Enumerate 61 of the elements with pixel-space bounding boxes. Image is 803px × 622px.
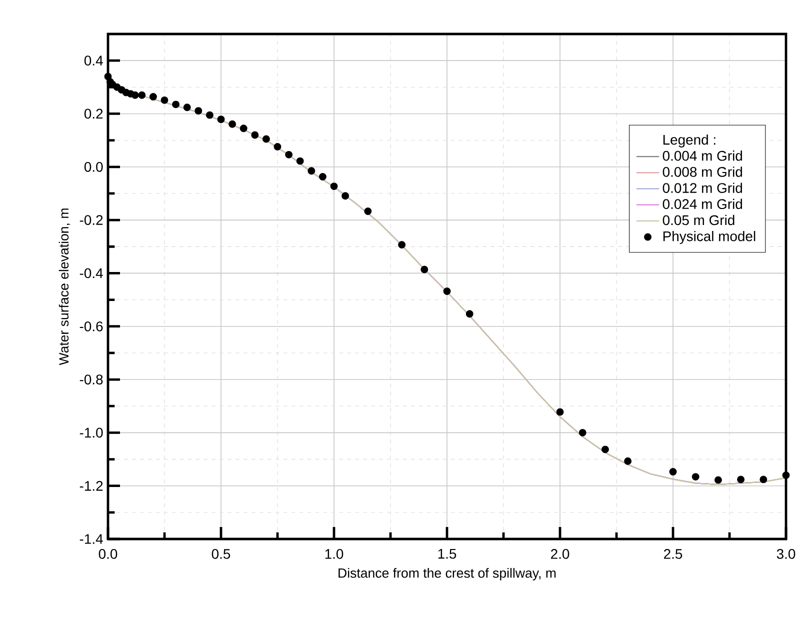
point (330, 182, 338, 190)
point (251, 131, 259, 139)
y-tick-label: -0.4 (80, 268, 103, 278)
point (240, 124, 248, 132)
point (274, 142, 282, 150)
point (194, 107, 202, 115)
point (737, 476, 745, 484)
x-tick-label: 3.0 (776, 549, 796, 559)
y-tick-label: 0.2 (84, 108, 103, 119)
legend-label: 0.05 m Grid (662, 214, 734, 226)
point (138, 91, 146, 99)
y-tick-label: 0.0 (84, 162, 103, 172)
point (714, 476, 722, 484)
legend-title: Legend : (663, 134, 716, 148)
point (692, 473, 700, 481)
point (318, 173, 326, 180)
point (296, 157, 304, 165)
point (228, 120, 236, 128)
x-tick-label: 2.0 (551, 549, 570, 559)
point (342, 192, 350, 200)
x-tick-label: 0.0 (98, 549, 118, 559)
y-tick-label: 0.4 (84, 56, 103, 66)
legend-label: 0.012 m Grid (662, 182, 742, 193)
point (466, 310, 474, 318)
point (131, 91, 139, 99)
x-tick-label: 1.5 (438, 549, 456, 559)
point (556, 408, 564, 416)
point (669, 468, 677, 476)
y-tick-label: -0.8 (80, 374, 103, 384)
x-tick-label: 0.5 (212, 549, 230, 559)
point (206, 111, 214, 119)
point (285, 150, 293, 158)
y-tick-label: -0.2 (80, 215, 103, 225)
legend-label: 0.004 m Grid (662, 150, 742, 161)
y-tick-label: -0.6 (80, 321, 103, 332)
legend-label: 0.024 m Grid (662, 198, 742, 210)
legend-label: Physical model (663, 230, 756, 244)
y-tick-label: -1.4 (80, 534, 103, 544)
point (149, 93, 157, 100)
point (420, 266, 428, 274)
point (624, 457, 632, 465)
y-tick-label: -1.2 (80, 480, 103, 491)
x-tick-label: 1.0 (325, 549, 344, 559)
point (364, 208, 372, 215)
point (308, 167, 316, 175)
y-axis-title: Water surface elevation, m (58, 208, 70, 366)
point (160, 96, 168, 104)
point (760, 476, 768, 484)
point (172, 100, 180, 108)
point (782, 471, 790, 479)
point (398, 241, 406, 248)
point (217, 116, 225, 124)
point (262, 135, 270, 143)
x-tick-label: 2.5 (664, 549, 682, 559)
point (443, 288, 451, 295)
x-axis-title: Distance from the crest of spillway, m (338, 568, 556, 580)
legend-label: 0.008 m Grid (662, 166, 742, 177)
point (601, 446, 609, 454)
point (578, 428, 586, 436)
point (183, 104, 191, 112)
y-tick-label: -1.0 (80, 428, 103, 438)
